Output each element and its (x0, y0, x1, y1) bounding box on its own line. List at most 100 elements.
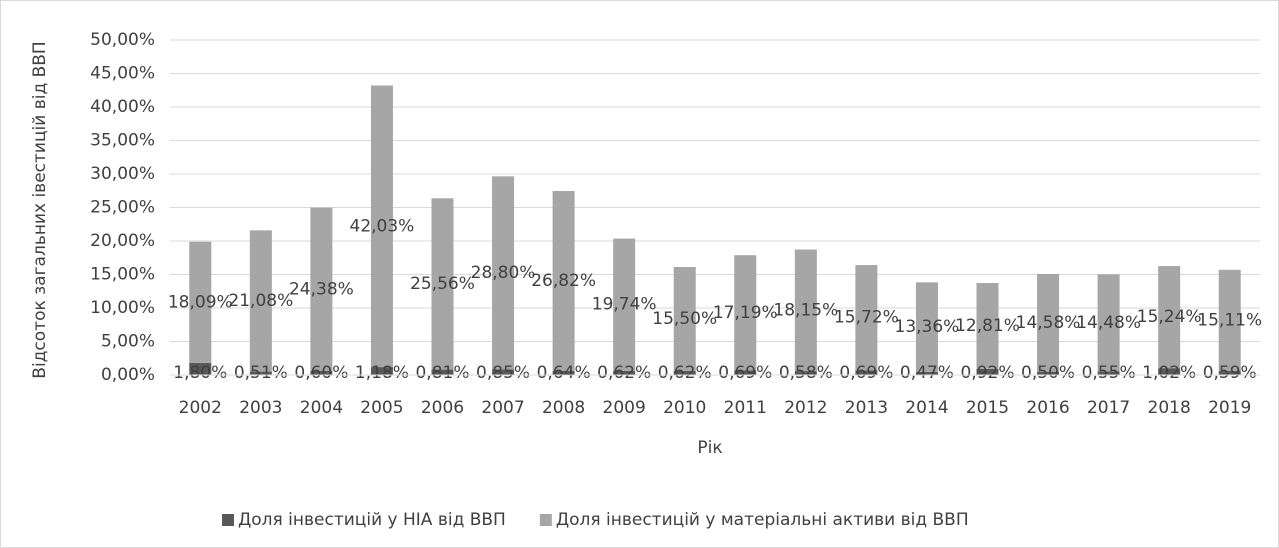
legend-swatch (539, 514, 552, 526)
data-label: 0,58% (779, 363, 833, 383)
y-tick-label: 30,00% (90, 164, 155, 184)
x-tick-label: 2009 (603, 398, 646, 418)
bar-segment (613, 370, 636, 375)
y-tick-label: 15,00% (90, 265, 155, 285)
x-tick-label: 2016 (1026, 398, 1069, 418)
y-tick-label: 45,00% (90, 64, 155, 84)
data-label: 15,24% (1137, 307, 1202, 327)
data-label: 24,38% (289, 279, 354, 299)
bar-segment (249, 371, 272, 375)
data-label: 12,81% (955, 316, 1020, 336)
bar-segment (492, 176, 515, 370)
data-label: 0,50% (1021, 363, 1075, 383)
x-tick-label: 2018 (1148, 398, 1191, 418)
bar-segment (613, 238, 636, 371)
bar-segment (1158, 266, 1181, 369)
x-tick-label: 2013 (845, 398, 888, 418)
data-label: 0,69% (718, 363, 772, 383)
data-label: 1,18% (355, 363, 409, 383)
y-tick-label: 25,00% (90, 198, 155, 218)
bar-segment (189, 241, 212, 363)
y-tick-label: 20,00% (90, 231, 155, 251)
data-label: 42,03% (350, 216, 415, 236)
bar-segment (552, 370, 575, 375)
data-label: 15,72% (834, 308, 899, 328)
y-tick-label: 5,00% (101, 332, 155, 352)
x-tick-label: 2011 (724, 398, 767, 418)
bar-segment (794, 371, 817, 375)
data-label: 13,36% (895, 317, 960, 337)
data-label: 1,80% (173, 363, 227, 383)
data-label: 0,59% (1203, 363, 1257, 383)
bar-segment (1097, 371, 1120, 375)
data-label: 0,51% (234, 363, 288, 383)
legend-swatch (222, 514, 234, 526)
x-tick-label: 2015 (966, 398, 1009, 418)
data-label: 25,56% (410, 274, 475, 294)
y-axis-title: Відсоток загальних івестицій від ВВП (30, 41, 50, 378)
data-label: 28,80% (471, 263, 536, 283)
bar-segment (431, 369, 454, 375)
bar-segment (673, 266, 696, 371)
x-tick-label: 2006 (421, 398, 464, 418)
x-tick-label: 2003 (239, 398, 282, 418)
bar-segment (734, 370, 757, 375)
bar-segment (1218, 371, 1241, 375)
data-label: 0,47% (900, 363, 954, 383)
x-tick-label: 2002 (179, 398, 222, 418)
x-tick-label: 2007 (481, 398, 524, 418)
data-label: 18,15% (773, 300, 838, 320)
data-label: 21,08% (228, 291, 293, 311)
data-label: 19,74% (592, 295, 657, 315)
bar-segment (734, 255, 757, 371)
bar-segment (1037, 371, 1060, 375)
data-label: 26,82% (531, 271, 596, 291)
x-tick-label: 2008 (542, 398, 585, 418)
data-label: 18,09% (168, 292, 233, 312)
legend-label: Доля інвестицій у НІА від ВВП (238, 510, 506, 530)
data-label: 0,92% (960, 363, 1014, 383)
bar-segment (310, 370, 333, 375)
legend-label: Доля інвестицій у матеріальні активи від… (556, 510, 969, 530)
bar-segment (370, 367, 393, 375)
data-label: 15,11% (1197, 310, 1262, 330)
bar-segment (915, 371, 938, 375)
bar-segment (1037, 273, 1060, 372)
y-tick-label: 0,00% (101, 365, 155, 385)
x-tick-label: 2004 (300, 398, 343, 418)
bar-segment (673, 370, 696, 375)
data-label: 0,62% (658, 363, 712, 383)
data-label: 15,50% (652, 309, 717, 329)
bar-segment (431, 198, 454, 370)
bar-segment (1097, 274, 1120, 372)
bar-segment (855, 265, 878, 371)
bar-segment (492, 369, 515, 375)
bar-segment (189, 362, 212, 375)
bar-segment (855, 370, 878, 375)
data-label: 14,48% (1076, 313, 1141, 333)
bar-segment (552, 191, 575, 371)
data-label: 0,60% (294, 363, 348, 383)
data-label: 0,85% (476, 363, 530, 383)
y-tick-label: 50,00% (90, 30, 155, 50)
bar-segment (249, 230, 272, 372)
bar-segment (310, 207, 333, 371)
bar-segment (915, 282, 938, 372)
y-tick-label: 10,00% (90, 298, 155, 318)
y-tick-label: 40,00% (90, 97, 155, 117)
data-label: 0,62% (597, 363, 651, 383)
data-label: 1,02% (1142, 363, 1196, 383)
y-tick-label: 35,00% (90, 131, 155, 151)
bar-segment (1218, 269, 1241, 372)
x-tick-label: 2012 (784, 398, 827, 418)
x-axis-title: Рік (697, 438, 722, 458)
x-tick-label: 2017 (1087, 398, 1130, 418)
data-label: 14,58% (1016, 313, 1081, 333)
bar-segment (976, 368, 999, 375)
bar-segment (976, 283, 999, 369)
data-label: 0,55% (1082, 363, 1136, 383)
x-tick-label: 2014 (905, 398, 948, 418)
x-tick-label: 2010 (663, 398, 706, 418)
data-label: 0,64% (537, 363, 591, 383)
